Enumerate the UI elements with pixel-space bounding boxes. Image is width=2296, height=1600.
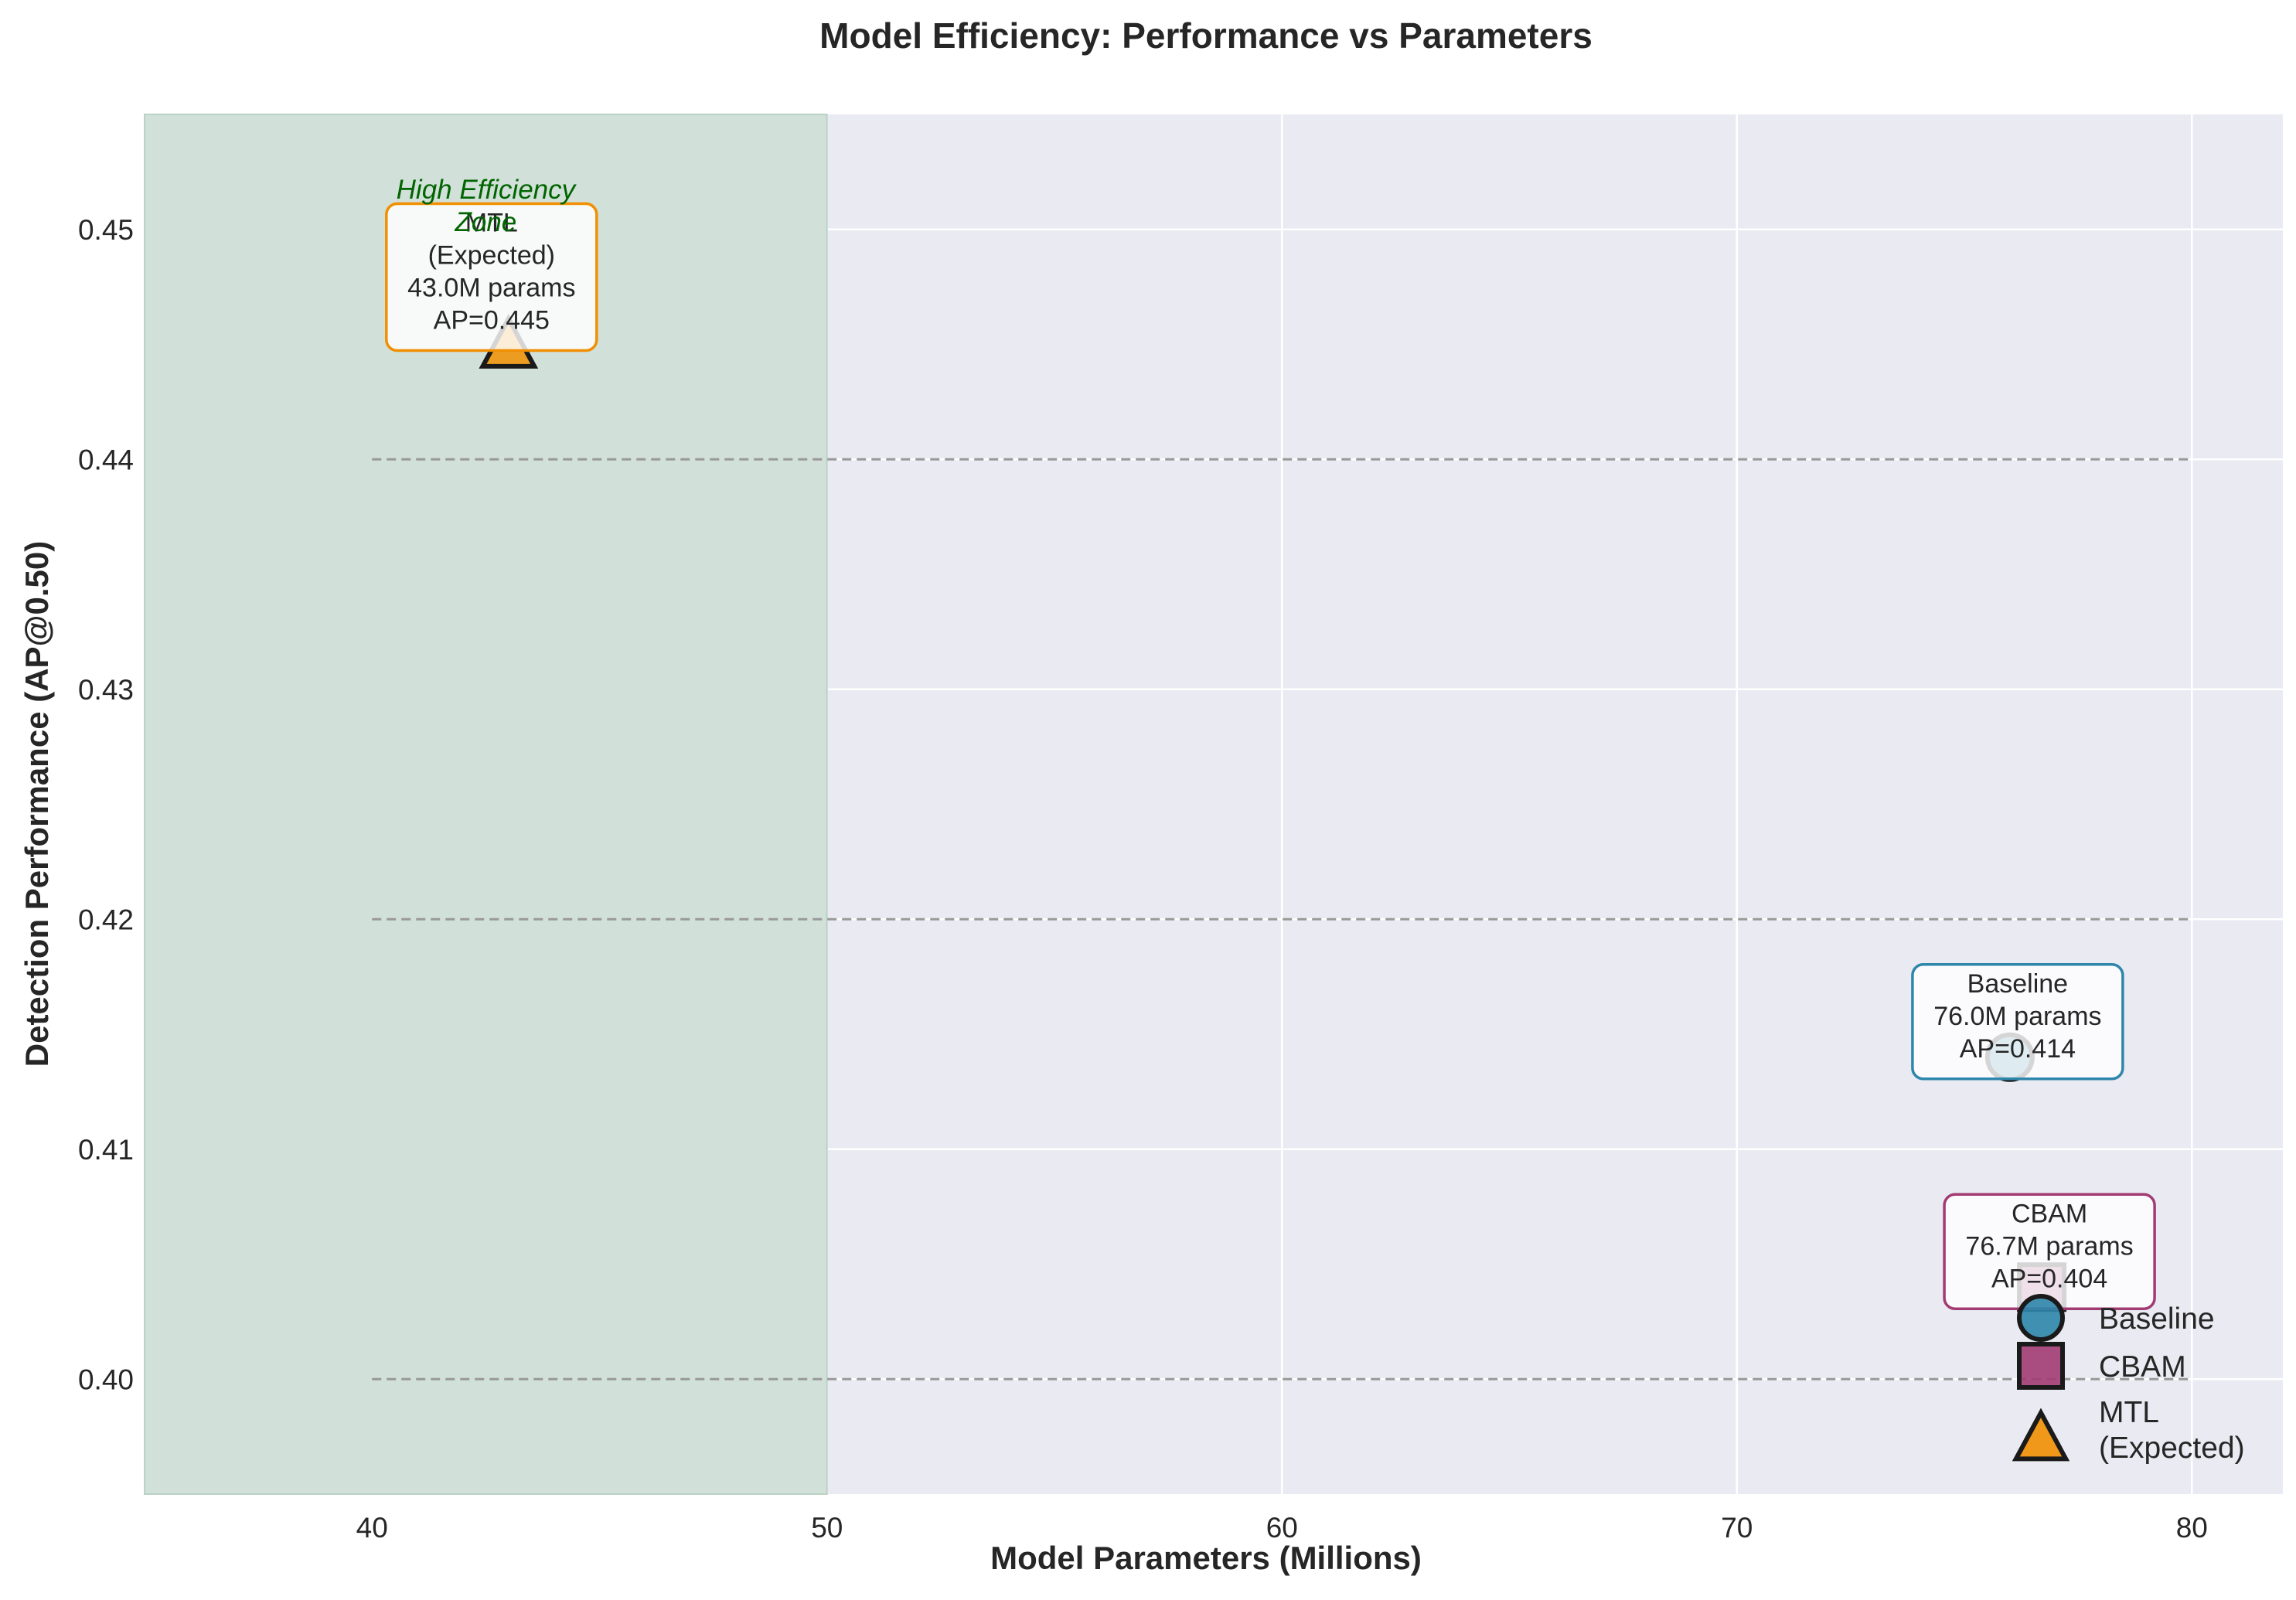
legend: Baseline CBAM MTL(Expected) [2012, 1294, 2245, 1465]
y-tick-label: 0.44 [78, 444, 134, 475]
annotation-text-mtl: (Expected) [428, 241, 555, 271]
y-axis-title: Detection Performance (AP@0.50) [19, 541, 55, 1067]
chart-title: Model Efficiency: Performance vs Paramet… [819, 15, 1593, 56]
x-tick-label: 50 [811, 1512, 843, 1544]
zone-label: High Efficiency [397, 175, 577, 205]
annotation-text-cbam: 76.7M params [1965, 1231, 2133, 1261]
legend-label-cbam: CBAM [2099, 1350, 2186, 1384]
annotation-box-baseline [1911, 963, 2124, 1081]
y-tick-label: 0.40 [78, 1363, 134, 1395]
y-tick-label: 0.41 [78, 1134, 134, 1166]
annotation-text-baseline: 76.0M params [1933, 1002, 2101, 1031]
x-tick-label: 60 [1266, 1512, 1298, 1544]
annotation-text-mtl: MTL [465, 209, 518, 238]
legend-marker-mtl [2012, 1408, 2070, 1462]
x-tick-label: 40 [356, 1512, 388, 1544]
annotation-text-mtl: AP=0.445 [434, 306, 550, 335]
annotation-text-cbam: AP=0.404 [1991, 1264, 2107, 1293]
legend-label-mtl: (Expected) [2099, 1431, 2245, 1465]
x-tick-label: 80 [2176, 1512, 2208, 1544]
annotation-text-baseline: AP=0.414 [1960, 1034, 2076, 1064]
legend-label-mtl: MTL [2099, 1396, 2159, 1429]
annotation-text-mtl: 43.0M params [407, 274, 575, 303]
zone-label: Zone [454, 207, 516, 237]
y-tick-label: 0.42 [78, 904, 134, 935]
y-tick-label: 0.43 [78, 674, 134, 706]
legend-marker-cbam [2017, 1342, 2065, 1390]
y-tick-label: 0.45 [78, 214, 134, 246]
x-tick-label: 70 [1721, 1512, 1753, 1544]
x-axis-title: Model Parameters (Millions) [990, 1540, 1422, 1576]
legend-label-baseline: Baseline [2099, 1302, 2215, 1336]
annotation-text-baseline: Baseline [1967, 969, 2068, 999]
legend-marker-baseline [2017, 1294, 2065, 1342]
annotation-text-cbam: CBAM [2012, 1199, 2087, 1228]
annotation-box-mtl [385, 202, 598, 352]
plot-area: Baseline 76.0M params AP=0.414 CBAM 76.7M pa… [78, 114, 2283, 1544]
